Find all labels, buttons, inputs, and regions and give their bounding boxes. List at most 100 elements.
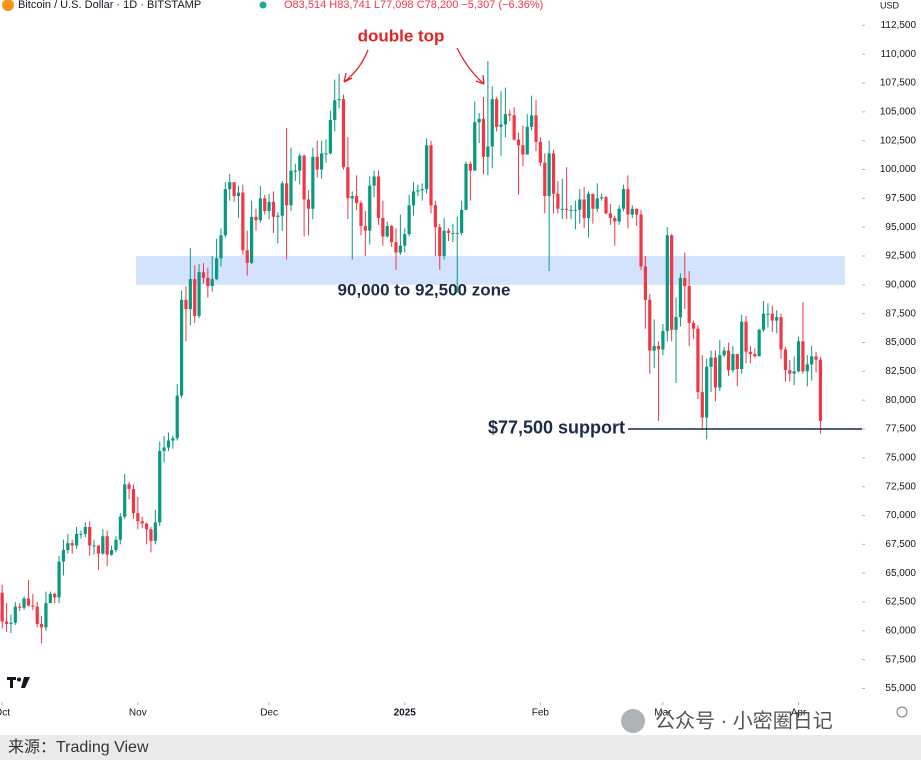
candle-body bbox=[761, 313, 766, 330]
candle-body bbox=[639, 214, 643, 267]
candle-body bbox=[4, 621, 9, 624]
y-tick-label: 87,500 bbox=[885, 308, 916, 319]
candle-body bbox=[665, 235, 669, 331]
candle-body bbox=[18, 606, 22, 608]
candle-body bbox=[521, 145, 525, 155]
candle-body bbox=[158, 450, 162, 523]
candle-body bbox=[775, 317, 779, 321]
candle-body bbox=[604, 197, 608, 214]
y-tick-label: 70,000 bbox=[885, 510, 916, 521]
candle-body bbox=[700, 392, 704, 418]
candle-body bbox=[337, 99, 341, 101]
y-tick-label: 90,000 bbox=[885, 279, 916, 290]
candle-body bbox=[556, 193, 560, 209]
candle-body bbox=[578, 199, 582, 210]
candle-body bbox=[468, 163, 472, 171]
currency-label: USD bbox=[880, 0, 900, 10]
candle-body bbox=[425, 145, 429, 190]
candle-body bbox=[61, 550, 66, 562]
candle-body bbox=[569, 209, 573, 211]
candle-body bbox=[206, 277, 210, 286]
candle-body bbox=[74, 533, 79, 546]
y-tick-label: 92,500 bbox=[885, 251, 916, 262]
x-tick-label: Dec bbox=[260, 708, 278, 719]
candle-body bbox=[551, 153, 556, 194]
candle-body bbox=[735, 354, 739, 370]
watermark-icon bbox=[621, 709, 645, 733]
candle-body bbox=[691, 322, 696, 329]
source-text: 来源：Trading View bbox=[8, 738, 149, 756]
candle-body bbox=[394, 242, 398, 253]
x-tick-label: 2025 bbox=[394, 708, 417, 719]
y-tick-label: 82,500 bbox=[885, 366, 916, 377]
zone-label: 90,000 to 92,500 zone bbox=[338, 280, 511, 299]
candle-body bbox=[416, 190, 420, 192]
candle-body bbox=[805, 364, 809, 372]
candle-body bbox=[674, 317, 678, 330]
tv-logo bbox=[7, 677, 30, 688]
candle-body bbox=[175, 395, 179, 439]
candle-body bbox=[201, 272, 206, 278]
candle-body bbox=[433, 205, 437, 228]
y-tick-label: 75,000 bbox=[885, 452, 916, 463]
candle-body bbox=[96, 545, 101, 554]
candle-body bbox=[801, 341, 805, 372]
candle-body bbox=[223, 189, 227, 236]
candle-body bbox=[368, 185, 372, 231]
candle-body bbox=[573, 209, 577, 211]
candle-body bbox=[613, 217, 617, 222]
x-tick-label: Mar bbox=[654, 708, 672, 719]
candle-body bbox=[648, 299, 652, 351]
candle-body bbox=[271, 201, 276, 217]
candle-body bbox=[796, 341, 801, 372]
watermark: 公众号 · 小密圈日记 bbox=[621, 706, 908, 733]
candle-body bbox=[481, 118, 486, 157]
candle-body bbox=[757, 329, 761, 357]
candle-body bbox=[136, 513, 140, 522]
candle-body bbox=[258, 198, 262, 221]
candle-body bbox=[44, 603, 48, 628]
y-tick-label: 67,500 bbox=[885, 539, 916, 550]
candle-body bbox=[617, 208, 621, 222]
candle-body bbox=[582, 199, 586, 218]
candle-body bbox=[293, 170, 297, 172]
candle-body bbox=[508, 114, 512, 116]
candle-body bbox=[83, 527, 87, 534]
y-tick-label: 105,000 bbox=[880, 107, 917, 118]
candle-body bbox=[232, 182, 236, 197]
candle-body bbox=[390, 226, 394, 243]
candle-body bbox=[276, 215, 280, 217]
candle-body bbox=[359, 202, 363, 227]
candle-body bbox=[184, 299, 188, 310]
logo-part bbox=[17, 677, 21, 682]
candle-body bbox=[153, 522, 157, 541]
candle-body bbox=[311, 156, 315, 209]
candle-body bbox=[144, 523, 149, 530]
support-zone bbox=[136, 256, 845, 285]
candle-body bbox=[530, 115, 534, 127]
candle-body bbox=[241, 192, 245, 251]
candle-body bbox=[140, 521, 144, 524]
candle-body bbox=[656, 345, 661, 350]
candle-body bbox=[818, 359, 823, 421]
candle-body bbox=[661, 330, 665, 350]
candle-body bbox=[280, 183, 284, 216]
candle-body bbox=[267, 201, 271, 212]
candle-body bbox=[88, 527, 92, 546]
candle-body bbox=[101, 536, 105, 554]
candle-body bbox=[333, 100, 337, 120]
candle-body bbox=[350, 196, 354, 199]
candle-body bbox=[740, 321, 744, 370]
candle-body bbox=[398, 245, 402, 253]
candle-body bbox=[210, 279, 214, 286]
y-tick-label: 110,000 bbox=[881, 49, 917, 60]
candle-body bbox=[495, 99, 499, 127]
y-tick-label: 107,500 bbox=[880, 78, 917, 89]
y-tick-label: 72,500 bbox=[885, 481, 916, 492]
chart-title: Bitcoin / U.S. Dollar · 1D · BITSTAMP bbox=[18, 0, 201, 11]
candle-body bbox=[385, 226, 389, 237]
candle-body bbox=[245, 250, 249, 263]
candle-body bbox=[214, 258, 219, 280]
double-top-label: double top bbox=[358, 26, 445, 45]
candle-body bbox=[591, 193, 595, 209]
